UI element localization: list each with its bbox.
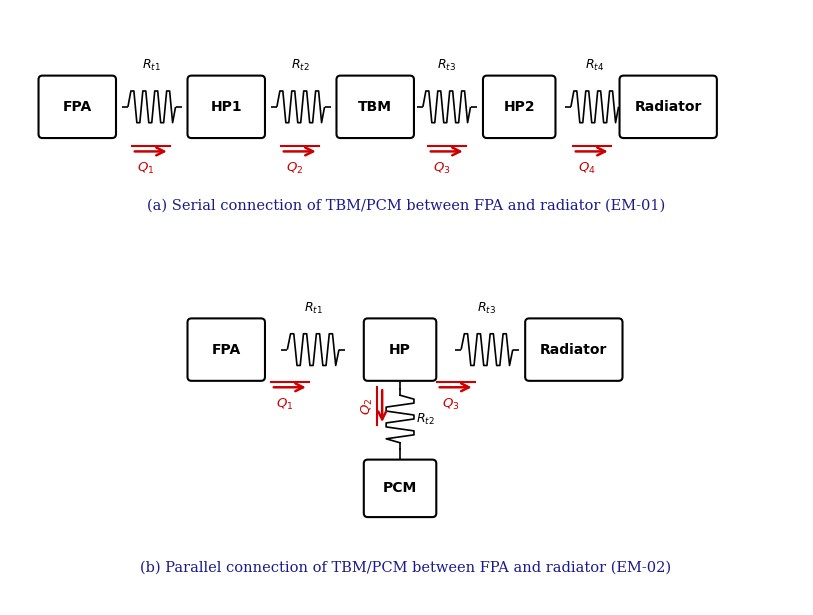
Text: $R_{t3}$: $R_{t3}$ [477, 301, 497, 315]
FancyBboxPatch shape [620, 76, 717, 138]
Text: $Q_2$: $Q_2$ [286, 161, 303, 177]
Text: $Q_1$: $Q_1$ [276, 397, 293, 412]
FancyBboxPatch shape [363, 319, 437, 381]
Text: Radiator: Radiator [634, 100, 702, 114]
Text: (a) Serial connection of TBM/PCM between FPA and radiator (EM-01): (a) Serial connection of TBM/PCM between… [147, 199, 665, 213]
Text: Radiator: Radiator [540, 343, 607, 357]
Text: TBM: TBM [359, 100, 392, 114]
Text: $R_{t1}$: $R_{t1}$ [304, 301, 323, 315]
Text: FPA: FPA [211, 343, 241, 357]
FancyBboxPatch shape [363, 459, 437, 517]
Text: $Q_4$: $Q_4$ [578, 161, 596, 177]
Text: $Q_1$: $Q_1$ [137, 161, 154, 177]
Text: $R_{t3}$: $R_{t3}$ [437, 58, 456, 73]
Text: $R_{t4}$: $R_{t4}$ [585, 58, 604, 73]
FancyBboxPatch shape [38, 76, 116, 138]
Text: $Q_2$: $Q_2$ [359, 397, 375, 415]
Text: HP1: HP1 [211, 100, 242, 114]
Text: $R_{t2}$: $R_{t2}$ [416, 411, 435, 427]
FancyBboxPatch shape [525, 319, 623, 381]
FancyBboxPatch shape [188, 319, 265, 381]
FancyBboxPatch shape [188, 76, 265, 138]
Text: HP: HP [389, 343, 411, 357]
Text: $Q_3$: $Q_3$ [441, 397, 459, 412]
Text: HP2: HP2 [503, 100, 535, 114]
Text: (b) Parallel connection of TBM/PCM between FPA and radiator (EM-02): (b) Parallel connection of TBM/PCM betwe… [141, 561, 672, 574]
Text: FPA: FPA [63, 100, 92, 114]
FancyBboxPatch shape [483, 76, 555, 138]
Text: PCM: PCM [383, 482, 417, 495]
Text: $Q_3$: $Q_3$ [433, 161, 450, 177]
Text: $R_{t1}$: $R_{t1}$ [142, 58, 161, 73]
Text: $R_{t2}$: $R_{t2}$ [291, 58, 310, 73]
FancyBboxPatch shape [337, 76, 414, 138]
